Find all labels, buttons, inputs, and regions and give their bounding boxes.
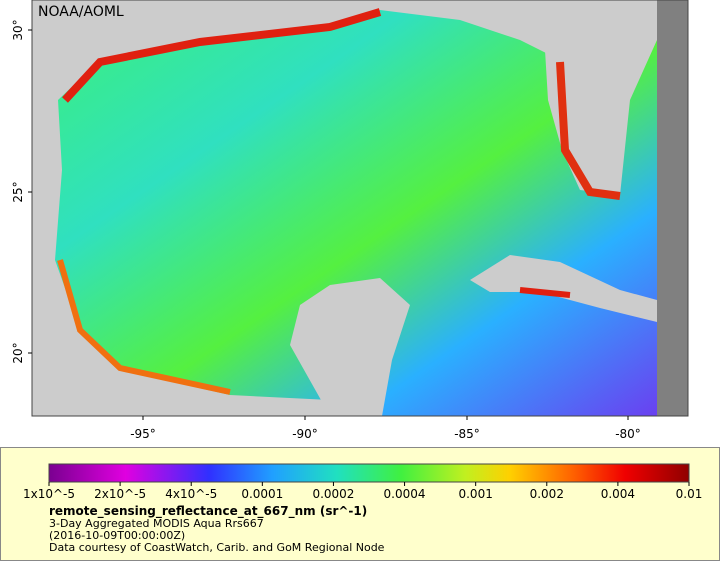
legend-graphic: remote_sensing_reflectance_at_667_nm (sr… <box>23 463 703 554</box>
colorbar-tick-label: 0.004 <box>601 487 635 501</box>
map-frame <box>31 0 689 417</box>
colorbar <box>48 463 690 483</box>
description: 3-Day Aggregated MODIS Aqua Rrs667 <box>49 517 264 530</box>
colorbar-tick-label: 2x10^-5 <box>94 487 146 501</box>
colorbar-tick-label: 0.0002 <box>312 487 354 501</box>
colorbar-tick-label: 1x10^-5 <box>23 487 75 501</box>
coastal-high <box>62 8 382 103</box>
ocean <box>55 5 657 416</box>
lon-tick-label: -80° <box>615 427 641 441</box>
lon-tick-label: -85° <box>454 427 480 441</box>
colorbar-tick-label: 4x10^-5 <box>165 487 217 501</box>
source: Data courtesy of CoastWatch, Carib. and … <box>49 541 385 554</box>
colorbar-tick-label: 0.001 <box>458 487 492 501</box>
lat-tick-label: 25° <box>11 181 25 202</box>
coastal-high <box>519 287 571 298</box>
variable: remote_sensing_reflectance_at_667_nm (sr… <box>49 504 367 519</box>
credit: NOAA/AOML <box>38 4 124 20</box>
colorbar-tick-label: 0.01 <box>676 487 703 501</box>
cuba <box>470 255 657 322</box>
coastal-high <box>57 259 231 395</box>
lon-tick-label: -90° <box>292 427 318 441</box>
yucatan <box>290 278 410 416</box>
colorbar-tick-label: 0.0004 <box>384 487 426 501</box>
lat-tick-label: 20° <box>11 342 25 363</box>
lon-tick-label: -95° <box>130 427 156 441</box>
map: NOAA/AOML 30° 25° 20° -95° -90° -85° -80° <box>11 0 689 441</box>
colorbar-tick-label: 0.002 <box>530 487 564 501</box>
lat-tick-label: 30° <box>11 19 25 40</box>
time: (2016-10-09T00:00:00Z) <box>49 529 185 542</box>
no-data-strip <box>657 0 688 416</box>
coastal-high <box>556 61 621 200</box>
legend: remote_sensing_reflectance_at_667_nm (sr… <box>0 447 720 561</box>
colorbar-tick-label: 0.0001 <box>241 487 283 501</box>
